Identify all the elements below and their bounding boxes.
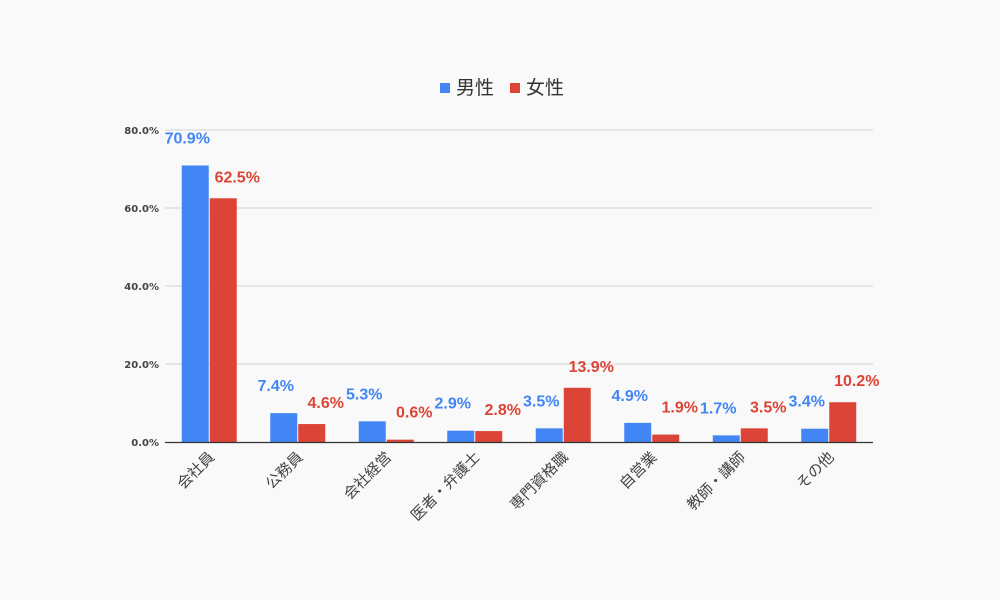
- data-label: 0.6%: [396, 405, 432, 422]
- bar: [181, 165, 209, 443]
- x-tick-label: 公務員: [262, 448, 307, 493]
- bar: [740, 428, 768, 442]
- y-axis-ticks: 0.0% 20.0% 40.0% 60.0% 80.0%: [124, 126, 159, 449]
- data-label: 7.4%: [258, 378, 294, 395]
- bar: [652, 434, 680, 442]
- data-label: 62.5%: [215, 169, 260, 186]
- data-label: 1.9%: [662, 400, 698, 417]
- y-tick-label: 0.0%: [131, 438, 159, 449]
- bar: [829, 402, 857, 442]
- legend-item: 男性: [440, 77, 494, 99]
- data-labels: 70.9%62.5%7.4%4.6%5.3%0.6%2.9% 2.8%3.5%13…: [165, 130, 880, 421]
- x-tick-label: 専門資格職: [506, 448, 572, 514]
- bar: [712, 435, 740, 442]
- data-label: 3.4%: [789, 394, 825, 411]
- data-label: 2.9%: [435, 396, 471, 413]
- x-tick-label: 自営業: [616, 448, 661, 493]
- bar: [298, 424, 326, 442]
- legend-item: 女性: [510, 77, 564, 99]
- data-label: 5.3%: [346, 386, 382, 403]
- y-tick-label: 80.0%: [124, 126, 159, 137]
- data-label: 3.5%: [523, 393, 559, 410]
- bar: [624, 422, 652, 442]
- bar: [563, 387, 591, 442]
- y-tick-label: 60.0%: [124, 204, 159, 215]
- legend: 男性 女性: [440, 77, 564, 99]
- x-axis-ticks: 会社員 公務員 会社経営 医者・弁護士 専門資格職 自営業 教師・講師 その他: [174, 448, 838, 524]
- legend-label: 男性: [456, 77, 494, 99]
- bar: [535, 428, 563, 442]
- data-label: 4.9%: [612, 388, 648, 405]
- bar: [270, 413, 298, 442]
- bar: [358, 421, 386, 442]
- bar: [447, 430, 475, 442]
- data-label: 10.2%: [834, 373, 879, 390]
- legend-label: 女性: [526, 77, 564, 99]
- data-label: 1.7%: [700, 400, 736, 417]
- gridlines: [165, 129, 873, 365]
- bar: [386, 439, 414, 442]
- y-tick-label: 40.0%: [124, 282, 159, 293]
- data-label: 4.6%: [308, 395, 344, 412]
- x-tick-label: 会社経営: [340, 448, 395, 503]
- data-label: 70.9%: [165, 130, 210, 147]
- x-tick-label: 教師・講師: [683, 448, 749, 514]
- bar: [475, 431, 503, 442]
- x-tick-label: 医者・弁護士: [407, 448, 483, 524]
- x-tick-label: その他: [793, 448, 838, 493]
- data-label: 13.9%: [569, 359, 614, 376]
- legend-swatch: [510, 83, 520, 93]
- x-tick-label: 会社員: [174, 448, 219, 493]
- data-label: 2.8%: [485, 402, 521, 419]
- y-tick-label: 20.0%: [124, 360, 159, 371]
- bar: [209, 198, 237, 442]
- bar: [801, 428, 829, 442]
- data-label: 3.5%: [750, 399, 786, 416]
- bars: [181, 165, 857, 443]
- legend-swatch: [440, 83, 450, 93]
